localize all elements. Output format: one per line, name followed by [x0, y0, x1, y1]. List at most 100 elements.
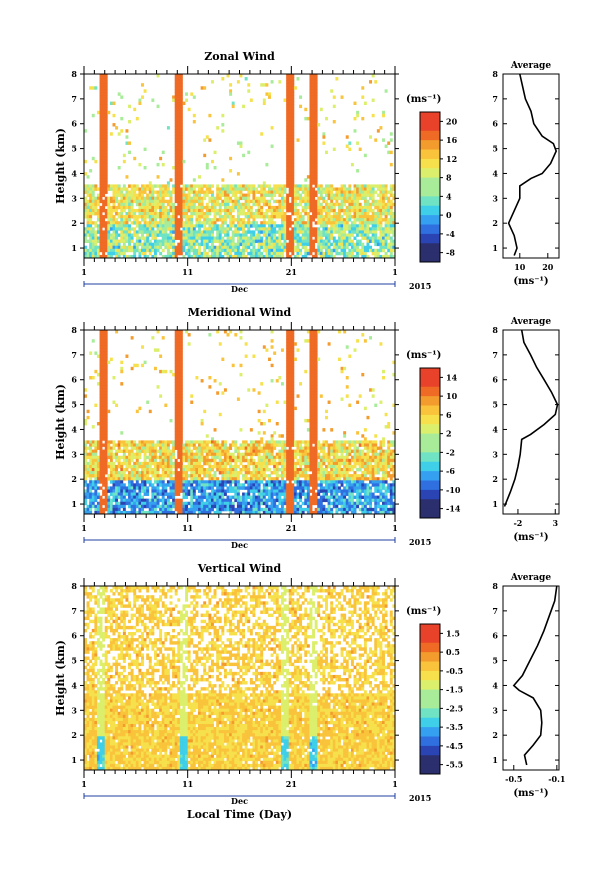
heatmap-cell [309, 113, 313, 118]
heatmap-cell [330, 190, 334, 194]
heatmap-cell [348, 251, 352, 256]
heatmap-cell [213, 483, 217, 487]
heatmap-cell [99, 336, 103, 340]
heatmap-cell [112, 205, 116, 210]
heatmap-cell [319, 233, 323, 237]
heatmap-cell [200, 510, 204, 515]
heatmap-cell [141, 193, 144, 198]
heatmap-cell [382, 184, 385, 188]
heatmap-cell [159, 156, 163, 161]
heatmap-cell [99, 187, 103, 191]
heatmap-cell [179, 397, 183, 401]
heatmap-cell [280, 196, 284, 201]
heatmap-cell [130, 196, 134, 201]
heatmap-cell [231, 104, 235, 109]
heatmap-cell [312, 218, 316, 222]
heatmap-cell [177, 116, 181, 121]
heatmap-cell [190, 440, 194, 444]
heatmap-cell [283, 233, 287, 237]
heatmap-cell [166, 202, 170, 207]
heatmap-cell [301, 245, 305, 250]
heatmap-cell [161, 184, 165, 188]
heatmap-cell [216, 483, 220, 487]
heatmap-cell [234, 471, 238, 475]
heatmap-cell [99, 418, 103, 423]
heatmap-cell [200, 202, 204, 207]
heatmap-cell [192, 187, 196, 191]
heatmap-cell [332, 104, 336, 109]
heatmap-cell [257, 495, 261, 500]
heatmap-cell [255, 446, 258, 450]
heatmap-cell [389, 215, 393, 219]
heatmap-cell [153, 458, 157, 463]
heatmap-cell [143, 498, 147, 503]
heatmap-cell [252, 196, 256, 201]
heatmap-cell [99, 135, 103, 139]
heatmap-cell [208, 510, 212, 515]
heatmap-cell [223, 471, 227, 475]
heatmap-cell [210, 489, 214, 493]
heatmap-cell [242, 468, 246, 472]
heatmap-cell [120, 129, 124, 133]
heatmap-cell [208, 245, 212, 250]
heatmap-cell [166, 199, 170, 204]
heatmap-cell [200, 468, 204, 472]
heatmap-cell [231, 215, 235, 219]
heatmap-cell [376, 221, 380, 225]
heatmap-cell [371, 187, 375, 191]
heatmap-cell [135, 236, 139, 240]
heatmap-cell [169, 199, 173, 204]
heatmap-cell [288, 144, 292, 148]
heatmap-cell [128, 248, 131, 253]
heatmap-cell [210, 477, 214, 481]
heatmap-cell [280, 215, 284, 219]
heatmap-cell [166, 184, 170, 188]
heatmap-cell [94, 403, 98, 408]
heatmap-cell [125, 510, 129, 515]
heatmap-cell [122, 193, 126, 198]
heatmap-cell [309, 239, 313, 244]
heatmap-cell [210, 443, 214, 447]
heatmap-cell [156, 227, 160, 231]
heatmap-cell [257, 254, 261, 259]
heatmap-cell [151, 510, 155, 515]
heatmap-cell [172, 187, 176, 191]
heatmap-cell [226, 233, 230, 237]
heatmap-cell [122, 440, 126, 444]
heatmap-cell [99, 196, 103, 201]
heatmap-cell [309, 227, 313, 231]
heatmap-cell [379, 126, 383, 130]
heatmap-cell [89, 245, 93, 250]
heatmap-cell [327, 233, 331, 237]
heatmap-cell [376, 254, 380, 259]
heatmap-cell [117, 202, 121, 207]
heatmap-cell [291, 156, 295, 161]
heatmap-cell [148, 205, 152, 210]
heatmap-cell [159, 458, 163, 463]
heatmap-cell [195, 483, 199, 487]
heatmap-cell [296, 236, 300, 240]
heatmap-cell [288, 107, 292, 112]
heatmap-cell [190, 184, 194, 188]
heatmap-cell [348, 236, 352, 240]
heatmap-cell [216, 230, 220, 234]
heatmap-cell [345, 193, 349, 198]
heatmap-cell [198, 458, 201, 463]
heatmap-cell [387, 248, 391, 253]
heatmap-cell [210, 184, 214, 188]
heatmap-cell [143, 89, 147, 93]
heatmap-cell [179, 501, 183, 506]
heatmap-cell [255, 486, 258, 490]
heatmap-cell [231, 363, 235, 368]
heatmap-cell [86, 212, 90, 216]
x-tick-label: 21 [286, 267, 297, 277]
heatmap-cell [291, 80, 295, 84]
heatmap-cell [226, 205, 230, 210]
heatmap-cell [203, 501, 207, 506]
heatmap-cell [231, 474, 235, 478]
heatmap-cell [249, 483, 253, 487]
heatmap-cell [164, 254, 168, 259]
heatmap-cell [260, 208, 264, 213]
heatmap-cell [195, 193, 199, 198]
heatmap-cell [234, 193, 238, 198]
